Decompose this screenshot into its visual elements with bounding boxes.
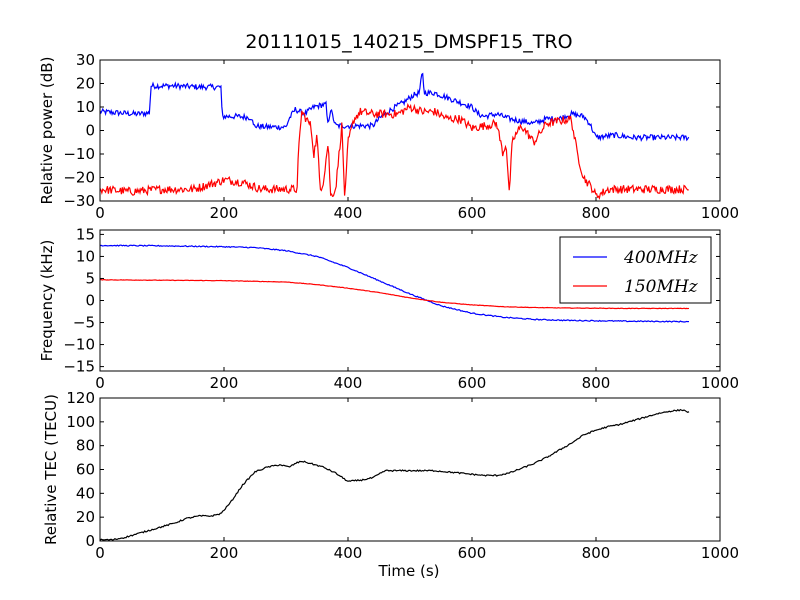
frequency-ytick-label: 0: [85, 292, 95, 310]
frequency-series-group: [100, 244, 690, 323]
tec-xtick-label: 400: [334, 544, 363, 562]
frequency-xtick-label: 600: [458, 374, 487, 392]
tec-series-group: [100, 408, 690, 541]
power-xtick-label: 400: [334, 204, 363, 222]
tec-ytick-label: 80: [76, 437, 95, 455]
frequency-series-150mhz: [100, 278, 690, 310]
frequency-ytick-label: −5: [73, 314, 95, 332]
tec-ytick-label: 20: [76, 508, 95, 526]
frequency-xtick-label: 800: [582, 374, 611, 392]
tec-xtick-label: 600: [458, 544, 487, 562]
power-xtick-label: 800: [582, 204, 611, 222]
frequency-ytick-label: 5: [85, 269, 95, 287]
tec-xtick-label: 800: [582, 544, 611, 562]
legend-label-150mhz: 150MHz: [624, 277, 699, 297]
tec-ytick-label: 0: [85, 532, 95, 550]
frequency-ytick-label: 10: [76, 247, 95, 265]
panel-power: 0 200 400 600 800 1000 −30 −20 −10 0 10 20 30 Relativ…: [38, 51, 739, 222]
power-ytick-label: 20: [76, 75, 95, 93]
frequency-ytick-label: 15: [76, 225, 95, 243]
power-series-line-1: [100, 72, 690, 142]
frequency-ytick-label: −15: [63, 358, 95, 376]
panel-frequency: 0 200 400 600 800 1000 −15 −10 −5 0 5 10 15 Frequency…: [38, 225, 739, 392]
frequency-ytick-label: −10: [63, 336, 95, 354]
tec-series-line-1: [100, 408, 690, 541]
power-series-line-2: [100, 102, 689, 201]
power-ytick-label: 0: [85, 122, 95, 140]
frequency-series-400mhz: [100, 244, 690, 323]
power-ytick-label: −10: [63, 145, 95, 163]
frequency-y-axis-label: Frequency (kHz): [38, 240, 56, 362]
frequency-xtick-label: 1000: [701, 374, 739, 392]
frequency-xtick-label: 0: [95, 374, 105, 392]
power-ytick-label: 10: [76, 98, 95, 116]
power-xtick-label: 600: [458, 204, 487, 222]
x-axis-label: Time (s): [378, 562, 440, 580]
frequency-xtick-label: 400: [334, 374, 363, 392]
legend: 400MHz 150MHz: [559, 236, 712, 304]
power-ytick-label: −30: [63, 192, 95, 210]
tec-xtick-label: 1000: [701, 544, 739, 562]
power-y-axis-label: Relative power (dB): [38, 57, 56, 205]
power-xtick-label: 0: [95, 204, 105, 222]
tec-ytick-label: 60: [76, 461, 95, 479]
panels: 0 200 400 600 800 1000−30−20−100102030Relativ…: [38, 51, 739, 562]
tec-ytick-label: 100: [66, 413, 95, 431]
power-xtick-label: 1000: [701, 204, 739, 222]
panel-tec: 0 200 400 600 800 1000020406080100120Relative…: [42, 389, 739, 562]
tec-ytick-label: 120: [66, 389, 95, 407]
legend-box: [559, 236, 712, 304]
legend-label-400mhz: 400MHz: [623, 248, 699, 268]
power-ytick-label: −20: [63, 169, 95, 187]
power-series-group: [100, 72, 690, 201]
tec-ytick-label: 40: [76, 484, 95, 502]
tec-xtick-label: 200: [210, 544, 239, 562]
power-xtick-label: 200: [210, 204, 239, 222]
frequency-xtick-label: 200: [210, 374, 239, 392]
figure-title: 20111015_140215_DMSPF15_TRO: [245, 31, 572, 53]
power-ytick-label: 30: [76, 51, 95, 69]
tec-y-axis-label: Relative TEC (TECU): [42, 394, 60, 545]
tec-xtick-label: 0: [95, 544, 105, 562]
